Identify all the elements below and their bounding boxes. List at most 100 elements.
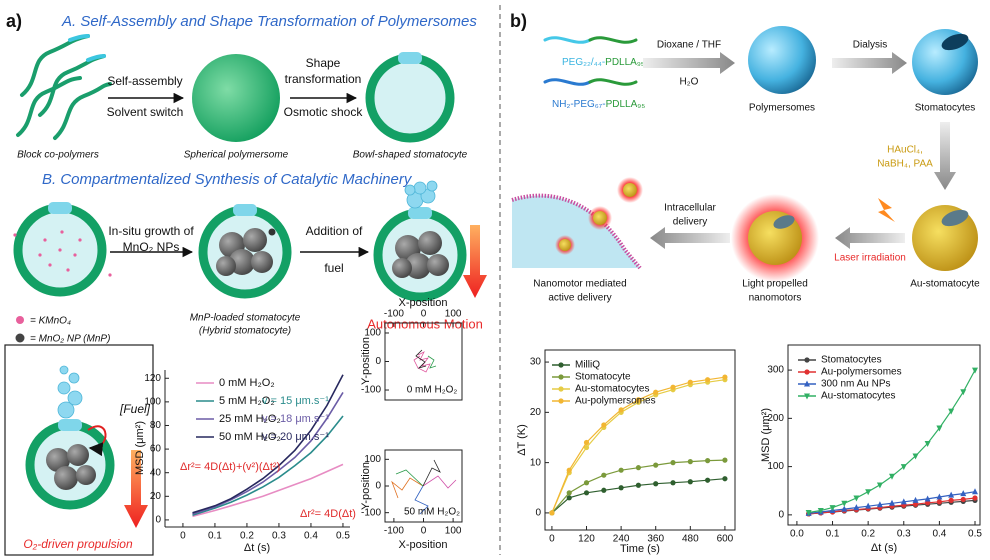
- marker: [722, 375, 727, 380]
- marker: [901, 464, 907, 470]
- process-arrow: [832, 52, 907, 74]
- marker: [584, 440, 589, 445]
- marker: [601, 488, 606, 493]
- marker: [670, 460, 675, 465]
- stomatocyte: [912, 29, 978, 95]
- au-stomatocyte: [912, 205, 978, 271]
- x-tick-label: 0.1: [826, 529, 840, 540]
- legend-marker: [16, 316, 24, 324]
- y-tick-label: 0: [375, 356, 381, 367]
- marker: [688, 459, 693, 464]
- y-axis-label: MSD (μm²): [134, 421, 146, 475]
- x-tick-label: 0.0: [790, 529, 804, 540]
- x-tick-label: 0.5: [968, 529, 982, 540]
- polymer-label: PEG₂₂/₄₄-PDLLA₉₅: [562, 57, 645, 68]
- step-label: Intracellular: [664, 203, 716, 214]
- y-tick-label: 20: [150, 491, 162, 502]
- figure: a) A. Self-Assembly and Shape Transforma…: [0, 0, 990, 560]
- velocity-label: v = 15 μm.s⁻¹: [262, 395, 329, 407]
- polymersome: [748, 26, 816, 94]
- cell: [512, 177, 643, 268]
- x-tick-label: 100: [445, 526, 462, 537]
- x-tick-label: 0.2: [240, 531, 254, 542]
- step-label: H₂O: [680, 77, 699, 88]
- polymersome: [192, 54, 280, 142]
- marker: [972, 368, 978, 374]
- marker: [619, 485, 624, 490]
- legend-label: = KMnO₄: [30, 316, 71, 327]
- step-label: In-situ growth of: [108, 224, 194, 238]
- step-label: MnO₂ NPs: [123, 240, 180, 254]
- step-label: Shape: [306, 56, 341, 70]
- marker: [961, 497, 966, 502]
- equation: Δr²= 4D(Δt): [300, 508, 356, 520]
- marker: [889, 474, 895, 480]
- stomatocyte-kmno4: [13, 202, 111, 292]
- caption: Bowl-shaped stomatocyte: [353, 150, 468, 161]
- marker: [653, 390, 658, 395]
- x-tick-label: -100: [384, 309, 404, 320]
- x-tick-label: 0.5: [336, 531, 350, 542]
- marker: [653, 463, 658, 468]
- polymer-part: PDLLA₉₅: [606, 99, 646, 110]
- legend-marker: [16, 334, 25, 343]
- y-axis-label: Y-position: [360, 337, 372, 385]
- step-label: Dialysis: [853, 40, 887, 51]
- legend-label: Au-stomatocytes: [821, 391, 895, 402]
- marker: [567, 490, 572, 495]
- polymer-part: PEG₂₂/₄₄-: [562, 57, 605, 68]
- x-tick-label: 0: [421, 309, 427, 320]
- step-label: fuel: [324, 261, 343, 275]
- caption: Au-stomatocyte: [910, 279, 980, 290]
- x-tick-label: 0: [180, 531, 186, 542]
- legend-label: 0 mM H₂O₂: [219, 377, 275, 389]
- y-axis-label: MSD (μm²): [760, 408, 772, 462]
- legend-label: Au-polymersomes: [821, 367, 902, 378]
- section-title: A. Self-Assembly and Shape Transformatio…: [61, 13, 477, 30]
- x-tick-label: 480: [682, 534, 699, 545]
- moving-stomatocyte: [378, 181, 462, 297]
- velocity-label: v = 18 μm.s⁻¹: [262, 413, 329, 425]
- marker: [937, 499, 942, 504]
- step-label: Osmotic shock: [284, 105, 364, 119]
- plot-frame: [545, 350, 735, 530]
- y-axis-label: ΔT (K): [516, 424, 528, 456]
- x-tick-label: 0.4: [304, 531, 318, 542]
- y-tick-label: 0: [535, 508, 541, 519]
- propulsion-stomatocyte: [30, 366, 110, 505]
- marker: [949, 498, 954, 503]
- series-line: [193, 392, 344, 514]
- panel-label: a): [6, 11, 22, 31]
- motion-arrow: [463, 225, 487, 298]
- y-tick-label: 120: [144, 373, 161, 384]
- step-label: Laser irradiation: [834, 253, 906, 264]
- marker: [619, 468, 624, 473]
- y-tick-label: 80: [150, 420, 162, 431]
- marker: [567, 468, 572, 473]
- x-axis-label: X-position: [399, 297, 448, 309]
- legend-label: Au-stomatocytes: [575, 384, 649, 395]
- laser: [878, 198, 895, 222]
- marker: [705, 458, 710, 463]
- x-tick-label: 0.3: [897, 529, 911, 540]
- nanomotor: [731, 194, 819, 282]
- marker: [972, 488, 978, 494]
- x-tick-label: 0: [549, 534, 555, 545]
- y-tick-label: 0: [155, 515, 161, 526]
- x-tick-label: 0.3: [272, 531, 286, 542]
- marker: [653, 481, 658, 486]
- marker: [670, 385, 675, 390]
- marker: [722, 458, 727, 463]
- marker: [688, 380, 693, 385]
- x-tick-label: -100: [384, 526, 404, 537]
- marker: [619, 407, 624, 412]
- marker: [804, 369, 809, 374]
- y-tick-label: 30: [530, 357, 542, 368]
- marker: [549, 510, 554, 515]
- marker: [584, 480, 589, 485]
- panel-label: b): [510, 11, 527, 31]
- x-tick-label: 0.2: [861, 529, 875, 540]
- y-tick-label: 100: [144, 397, 161, 408]
- legend-label: = MnO₂ NP (MnP): [30, 334, 110, 345]
- legend-label: MilliQ: [575, 360, 600, 371]
